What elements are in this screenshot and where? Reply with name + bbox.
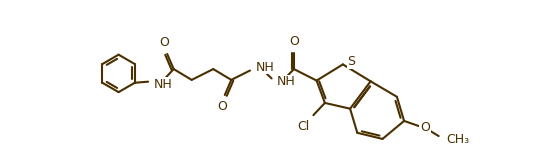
Text: NH: NH — [255, 61, 274, 74]
Text: NH: NH — [277, 75, 296, 88]
Text: Cl: Cl — [297, 120, 309, 133]
Text: O: O — [420, 121, 430, 134]
Text: S: S — [347, 55, 355, 68]
Text: CH₃: CH₃ — [446, 133, 469, 146]
Text: NH: NH — [153, 78, 172, 91]
Text: O: O — [217, 100, 227, 113]
Text: O: O — [289, 35, 299, 48]
Text: O: O — [159, 36, 169, 49]
